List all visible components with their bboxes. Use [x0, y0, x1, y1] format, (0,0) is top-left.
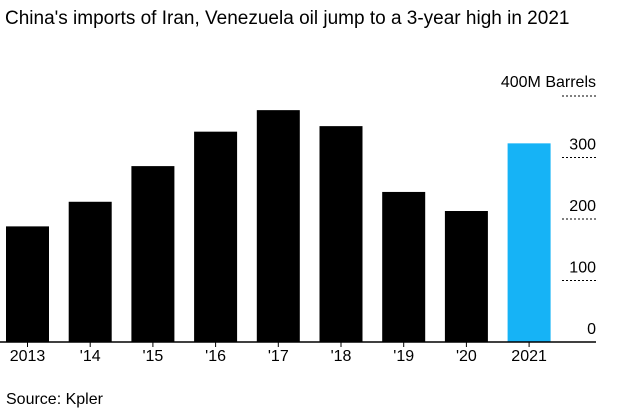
bar-2021: [507, 143, 551, 342]
chart-title: China's imports of Iran, Venezuela oil j…: [5, 8, 570, 29]
bar-14: [68, 201, 112, 342]
bar-18: [319, 126, 363, 342]
x-tick-label: '15: [142, 348, 163, 365]
x-tick-labels: 2013 '14 '15 '16 '17 '18 '19 '20 2021: [10, 342, 547, 365]
x-tick-label: '17: [268, 348, 289, 365]
y-tick-label: 200: [569, 198, 596, 215]
bar-20: [444, 211, 488, 342]
y-tick-label: 100: [569, 260, 596, 277]
grid-lines: [562, 95, 596, 281]
bar-16: [194, 131, 238, 342]
x-tick-label: '19: [393, 348, 414, 365]
y-tick-label: 300: [569, 137, 596, 154]
bar-15: [131, 166, 175, 342]
y-tick-label: 0: [587, 321, 596, 338]
x-tick-label: 2013: [10, 348, 46, 365]
y-tick-labels: 0 100 200 300: [569, 137, 596, 339]
x-tick-label: '20: [456, 348, 477, 365]
bar-2013: [6, 226, 49, 342]
x-tick-label: 2021: [511, 348, 547, 365]
y-axis-unit-label: 400M Barrels: [501, 74, 596, 91]
bars: [6, 110, 551, 343]
bar-17: [256, 110, 300, 343]
source-note: Source: Kpler: [6, 391, 103, 408]
x-tick-label: '18: [331, 348, 352, 365]
x-tick-label: '16: [205, 348, 226, 365]
x-tick-label: '14: [80, 348, 101, 365]
bar-19: [382, 191, 426, 342]
